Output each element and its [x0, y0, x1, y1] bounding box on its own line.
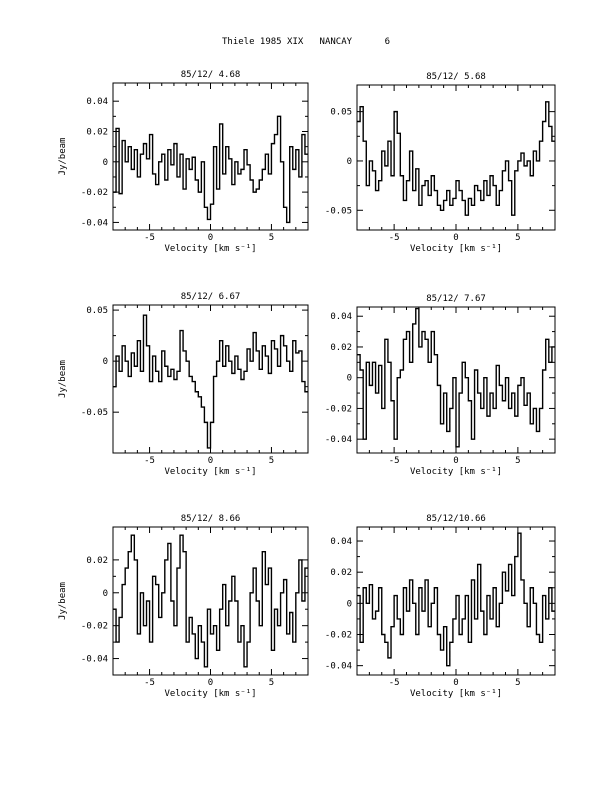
y-tick-label: 0.05 [330, 108, 352, 118]
y-tick-label: -0.02 [81, 622, 108, 632]
y-axis-label: Jy/beam [58, 138, 68, 176]
x-axis-label: Velocity [km s⁻¹] [410, 244, 502, 254]
x-tick-label: 5 [269, 456, 274, 466]
x-tick-label: 0 [208, 678, 213, 688]
x-tick-label: -5 [389, 456, 400, 466]
y-tick-label: 0 [103, 589, 108, 599]
spectrum-panel-5: -5 0 5 -0.04 -0.02 0 0.02 85/12/ 8.66 Velocity [… [58, 514, 309, 699]
spectrum-panel-4: -5 0 5 -0.04 -0.02 0 0.02 0.04 85/12/ 7.67 Veloci… [325, 294, 556, 477]
x-tick-label: -5 [144, 456, 155, 466]
spectrum-line [357, 532, 555, 667]
y-tick-label: 0.05 [86, 306, 108, 316]
x-tick-label: -5 [144, 233, 155, 243]
y-tick-label: -0.04 [325, 435, 352, 445]
x-tick-label: -5 [144, 678, 155, 688]
x-axis-label: Velocity [km s⁻¹] [164, 689, 256, 699]
x-tick-label: 0 [208, 456, 213, 466]
y-tick-label: 0.02 [86, 127, 108, 137]
spectrum-panel-3: -5 0 5 -0.05 0 0.05 85/12/ 6.67 Velocity [km s⁻… [58, 292, 309, 477]
y-tick-label: 0.02 [330, 343, 352, 353]
y-tick-label: 0 [347, 599, 352, 609]
x-axis-label: Velocity [km s⁻¹] [410, 689, 502, 699]
x-tick-label: 5 [515, 456, 520, 466]
y-tick-label: -0.02 [325, 404, 352, 414]
figure-header: Thiele 1985 XIX NANCAY 6 [0, 37, 612, 47]
spectrum-line [113, 115, 308, 224]
y-axis-label: Jy/beam [58, 582, 68, 620]
y-tick-label: 0.02 [330, 568, 352, 578]
spectrum-line [113, 314, 308, 449]
x-tick-label: 0 [453, 456, 458, 466]
y-tick-label: 0 [347, 374, 352, 384]
x-tick-label: 5 [515, 678, 520, 688]
spectrum-panel-6: -5 0 5 -0.04 -0.02 0 0.02 0.04 85/12/10.66 Veloci… [325, 514, 556, 699]
spectrum-panel-1: -5 0 5 -0.04 -0.02 0 0.02 0.04 85/12/ 4.68 Veloci… [58, 70, 309, 254]
y-tick-label: 0 [347, 157, 352, 167]
panel-title: 85/12/ 5.68 [426, 72, 486, 82]
y-tick-label: -0.02 [81, 188, 108, 198]
spectrum-line [113, 534, 308, 668]
header-page-number: 6 [384, 37, 390, 47]
panel-title: 85/12/ 4.68 [181, 70, 241, 80]
x-tick-label: 5 [269, 233, 274, 243]
spectrum-line [357, 101, 555, 216]
x-tick-label: -5 [389, 678, 400, 688]
x-tick-label: 5 [515, 233, 520, 243]
y-tick-label: -0.02 [325, 630, 352, 640]
header-site: NANCAY [319, 37, 353, 47]
y-tick-label: -0.04 [81, 218, 108, 228]
plot-frame [112, 526, 309, 676]
y-axis-label: Jy/beam [58, 360, 68, 398]
y-tick-label: 0.04 [86, 97, 108, 107]
panel-title: 85/12/ 6.67 [181, 292, 241, 302]
x-tick-label: -5 [389, 233, 400, 243]
y-tick-label: 0 [103, 357, 108, 367]
header-author: Thiele 1985 XIX [222, 37, 304, 47]
y-tick-label: 0.04 [330, 537, 352, 547]
y-tick-label: -0.05 [81, 408, 108, 418]
y-tick-label: 0.04 [330, 312, 352, 322]
spectrum-panel-2: -5 0 5 -0.05 0 0.05 85/12/ 5.68 Velocity [km s⁻… [325, 72, 556, 254]
plot-frame [356, 84, 556, 231]
panel-title: 85/12/10.66 [426, 514, 486, 524]
y-tick-label: 0 [103, 158, 108, 168]
y-tick-label: -0.04 [81, 655, 108, 665]
panel-title: 85/12/ 8.66 [181, 514, 241, 524]
y-tick-label: 0.02 [86, 556, 108, 566]
x-tick-label: 0 [208, 233, 213, 243]
y-tick-label: -0.05 [325, 206, 352, 216]
x-axis-label: Velocity [km s⁻¹] [410, 467, 502, 477]
x-axis-label: Velocity [km s⁻¹] [164, 467, 256, 477]
x-tick-label: 0 [453, 233, 458, 243]
panel-title: 85/12/ 7.67 [426, 294, 486, 304]
x-tick-label: 0 [453, 678, 458, 688]
spectrum-line [357, 307, 555, 448]
x-tick-label: 5 [269, 678, 274, 688]
x-axis-label: Velocity [km s⁻¹] [164, 244, 256, 254]
y-tick-label: -0.04 [325, 662, 352, 672]
